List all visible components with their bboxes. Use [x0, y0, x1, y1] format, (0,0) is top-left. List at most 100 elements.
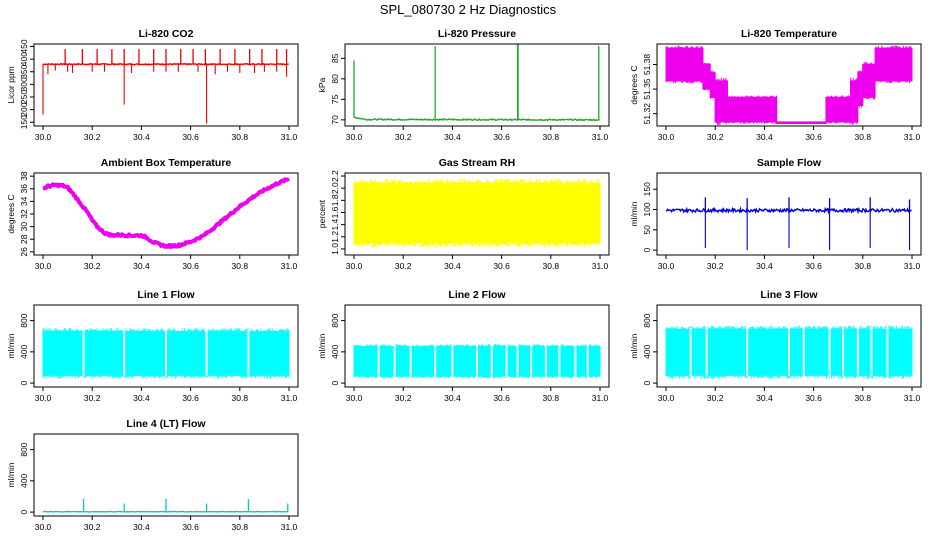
y-axis-label: ml/min — [317, 333, 327, 358]
y-tick-label: 51.35 — [642, 78, 652, 100]
y-tick-label: 34 — [19, 196, 29, 206]
x-tick-label: 30.0 — [346, 132, 363, 142]
panel-sample-flow: Sample Flow 30.0 30.2 30.4 30.6 30.8 31.0 0 50 10… — [629, 157, 922, 271]
plot-area — [665, 325, 913, 379]
panel-title: Line 4 (LT) Flow — [126, 418, 206, 430]
x-tick-label: 30.2 — [707, 393, 724, 403]
series-group — [353, 344, 601, 379]
y-tick-label: 400 — [19, 52, 29, 66]
x-axis: 30.0 30.2 30.4 30.6 30.8 31.0 — [35, 126, 298, 142]
x-tick-label: 30.2 — [84, 522, 101, 532]
x-tick-label: 30.6 — [805, 393, 822, 403]
series-line — [353, 116, 600, 122]
y-tick-label: 0 — [19, 380, 29, 385]
x-tick-label: 30.8 — [232, 261, 249, 271]
series-line — [42, 177, 290, 249]
figure-title: SPL_080730 2 Hz Diagnostics — [380, 2, 557, 17]
x-tick-label: 30.6 — [493, 393, 510, 403]
plot-frame — [656, 43, 922, 127]
x-tick-label: 30.8 — [543, 261, 560, 271]
y-tick-label: 450 — [19, 39, 29, 53]
x-tick-label: 30.4 — [756, 132, 773, 142]
y-tick-label: 800 — [642, 313, 652, 327]
x-axis: 30.0 30.2 30.4 30.6 30.8 31.0 — [35, 516, 298, 532]
y-axis-label: Licor ppm — [6, 66, 16, 103]
x-tick-label: 30.2 — [395, 261, 412, 271]
x-axis: 30.0 30.2 30.4 30.6 30.8 31.0 — [658, 255, 921, 271]
panel-pressure: Li-820 Pressure 30.0 30.2 30.4 30.6 30.8 31.0 7… — [317, 28, 610, 142]
y-tick-label: 1.4 — [330, 218, 340, 230]
y-axis-label: percent — [317, 199, 327, 228]
x-tick-label: 30.6 — [493, 132, 510, 142]
panel-title: Line 2 Flow — [448, 289, 506, 301]
x-tick-label: 30.6 — [493, 261, 510, 271]
x-tick-label: 30.6 — [805, 261, 822, 271]
y-tick-label: 1.0 — [330, 243, 340, 255]
y-tick-label: 28 — [19, 234, 29, 244]
y-axis: 70 75 80 85 kPa — [317, 53, 345, 125]
x-tick-label: 30.0 — [35, 132, 52, 142]
panel-line3: Line 3 Flow 30.0 30.2 30.4 30.6 30.8 31.0 0 400 8… — [629, 289, 922, 403]
x-tick-label: 30.6 — [182, 522, 199, 532]
y-tick-label: 2.0 — [330, 182, 340, 194]
x-tick-label: 30.8 — [232, 522, 249, 532]
y-tick-label: 200 — [19, 102, 29, 116]
x-tick-label: 30.4 — [444, 261, 461, 271]
x-tick-label: 31.0 — [904, 261, 921, 271]
y-axis: 1.01.21.41.61.82.02.2 percent — [317, 170, 345, 255]
y-tick-label: 0 — [642, 247, 652, 252]
series-noise — [665, 45, 912, 125]
series-group — [665, 197, 912, 251]
y-tick-label: 150 — [642, 182, 652, 196]
plot-area — [42, 328, 290, 379]
series-group — [42, 177, 290, 249]
y-tick-label: 400 — [642, 344, 652, 358]
plot-frame — [33, 433, 299, 517]
series-group — [665, 325, 913, 379]
x-tick-label: 30.2 — [707, 132, 724, 142]
x-tick-label: 30.8 — [855, 393, 872, 403]
plot-frame — [344, 172, 610, 256]
y-axis-label: ml/min — [629, 201, 639, 226]
y-tick-label: 36 — [19, 184, 29, 194]
series-noise — [353, 178, 600, 248]
x-tick-label: 30.6 — [182, 261, 199, 271]
y-axis-label: degrees C — [629, 65, 639, 104]
y-axis-label: ml/min — [6, 462, 16, 487]
y-tick-label: 400 — [19, 473, 29, 487]
y-tick-label: 1.2 — [330, 231, 340, 243]
plot-area — [353, 44, 600, 122]
y-tick-label: 300 — [19, 77, 29, 91]
plot-frame — [656, 304, 922, 388]
y-tick-label: 2.2 — [330, 170, 340, 182]
y-tick-label: 800 — [19, 313, 29, 327]
y-tick-label: 50 — [642, 225, 652, 235]
panel-title: Sample Flow — [757, 157, 822, 169]
y-tick-label: 26 — [19, 247, 29, 257]
y-tick-label: 0 — [642, 380, 652, 385]
x-tick-label: 30.4 — [444, 393, 461, 403]
x-tick-label: 30.4 — [756, 393, 773, 403]
x-tick-label: 30.2 — [84, 393, 101, 403]
y-tick-label: 1.6 — [330, 206, 340, 218]
plot-frame — [33, 43, 299, 127]
y-tick-label: 51.32 — [642, 103, 652, 125]
x-tick-label: 30.0 — [658, 261, 675, 271]
x-tick-label: 30.8 — [232, 132, 249, 142]
y-tick-label: 0 — [330, 380, 340, 385]
y-tick-label: 32 — [19, 209, 29, 219]
y-tick-label: 800 — [330, 313, 340, 327]
x-tick-label: 30.0 — [658, 132, 675, 142]
x-tick-label: 30.6 — [182, 132, 199, 142]
x-tick-label: 31.0 — [281, 132, 298, 142]
y-tick-label: 0 — [19, 509, 29, 514]
y-tick-label: 70 — [330, 115, 340, 125]
x-tick-label: 30.8 — [543, 393, 560, 403]
y-tick-label: 150 — [19, 115, 29, 129]
y-tick-label: 38 — [19, 171, 29, 181]
x-tick-label: 30.4 — [133, 522, 150, 532]
x-axis: 30.0 30.2 30.4 30.6 30.8 31.0 — [346, 387, 609, 403]
